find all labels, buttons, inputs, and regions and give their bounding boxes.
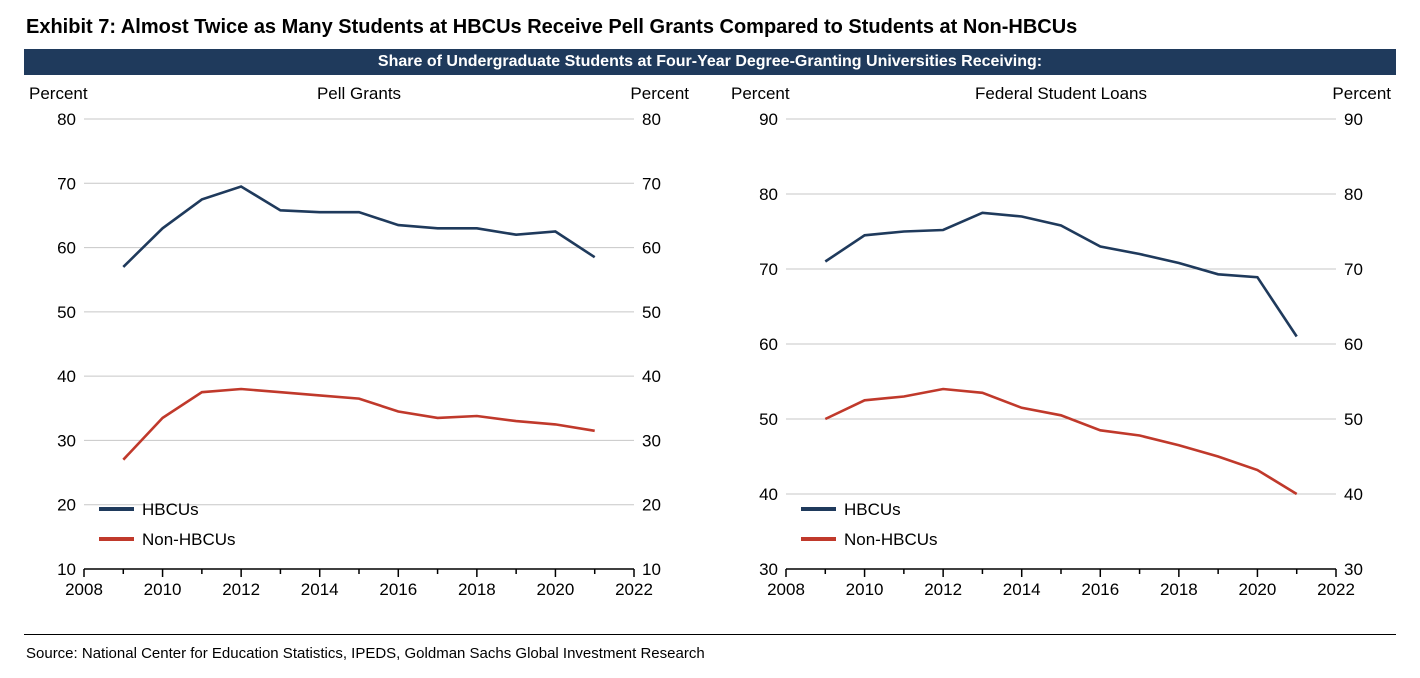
legend-group: HBCUs Non-HBCUs bbox=[801, 500, 938, 549]
y-tick-label-right: 60 bbox=[1344, 335, 1363, 354]
y-tick-label: 50 bbox=[57, 303, 76, 322]
charts-row: Percent Percent Pell Grants 101020203030… bbox=[24, 79, 1396, 614]
y-tick-label-right: 50 bbox=[1344, 410, 1363, 429]
y-tick-label: 50 bbox=[759, 410, 778, 429]
legend-label-hbcu: HBCUs bbox=[142, 500, 199, 519]
series-hbcu bbox=[825, 213, 1296, 337]
legend-label-nonhbcu: Non-HBCUs bbox=[142, 530, 236, 549]
y-tick-label: 80 bbox=[57, 110, 76, 129]
series-group bbox=[123, 187, 594, 460]
x-tick-label: 2020 bbox=[537, 580, 575, 599]
legend-group: HBCUs Non-HBCUs bbox=[99, 500, 236, 549]
x-tick-label: 2010 bbox=[846, 580, 884, 599]
series-group bbox=[825, 213, 1296, 494]
y-axis-label-right: Percent bbox=[1332, 84, 1391, 103]
y-tick-label: 40 bbox=[57, 367, 76, 386]
ticks-group: 30 30 40 40 50 50 60 60 70 70 80 80 90 90 2008 2010 2012… bbox=[759, 110, 1363, 599]
footer-rule bbox=[24, 634, 1396, 635]
x-tick-label: 2018 bbox=[458, 580, 496, 599]
y-tick-label-right: 30 bbox=[642, 431, 661, 450]
y-axis-label-left: Percent bbox=[731, 84, 790, 103]
y-tick-label: 80 bbox=[759, 185, 778, 204]
y-tick-label-right: 20 bbox=[642, 496, 661, 515]
series-hbcu bbox=[123, 187, 594, 267]
y-tick-label-right: 90 bbox=[1344, 110, 1363, 129]
y-tick-label-right: 40 bbox=[642, 367, 661, 386]
y-axis-label-left: Percent bbox=[29, 84, 88, 103]
exhibit-title: Exhibit 7: Almost Twice as Many Students… bbox=[26, 16, 1396, 39]
y-tick-label: 70 bbox=[759, 260, 778, 279]
x-tick-label: 2010 bbox=[144, 580, 182, 599]
banner-title: Share of Undergraduate Students at Four-… bbox=[24, 49, 1396, 75]
chart-svg-loans: Percent Percent Federal Student Loans 30… bbox=[726, 79, 1396, 609]
chart-panel-loans: Percent Percent Federal Student Loans 30… bbox=[726, 79, 1396, 614]
legend-label-hbcu: HBCUs bbox=[844, 500, 901, 519]
chart-title: Federal Student Loans bbox=[975, 84, 1147, 103]
series-nonhbcu bbox=[825, 389, 1296, 494]
y-tick-label: 70 bbox=[57, 174, 76, 193]
y-tick-label-right: 80 bbox=[642, 110, 661, 129]
y-tick-label: 60 bbox=[57, 239, 76, 258]
y-tick-label-right: 60 bbox=[642, 239, 661, 258]
chart-svg-pell: Percent Percent Pell Grants 101020203030… bbox=[24, 79, 694, 609]
x-tick-label: 2020 bbox=[1239, 580, 1277, 599]
y-tick-label: 30 bbox=[759, 560, 778, 579]
y-tick-label-right: 70 bbox=[1344, 260, 1363, 279]
legend-label-nonhbcu: Non-HBCUs bbox=[844, 530, 938, 549]
x-tick-label: 2022 bbox=[1317, 580, 1355, 599]
y-tick-label: 90 bbox=[759, 110, 778, 129]
x-tick-label: 2016 bbox=[1081, 580, 1119, 599]
x-tick-label: 2008 bbox=[65, 580, 103, 599]
source-line: Source: National Center for Education St… bbox=[26, 645, 1396, 662]
x-tick-label: 2014 bbox=[1003, 580, 1041, 599]
y-tick-label: 40 bbox=[759, 485, 778, 504]
series-nonhbcu bbox=[123, 389, 594, 460]
y-tick-label: 30 bbox=[57, 431, 76, 450]
y-tick-label-right: 40 bbox=[1344, 485, 1363, 504]
x-tick-label: 2018 bbox=[1160, 580, 1198, 599]
x-tick-label: 2022 bbox=[615, 580, 653, 599]
x-tick-label: 2012 bbox=[924, 580, 962, 599]
x-tick-label: 2014 bbox=[301, 580, 339, 599]
y-tick-label-right: 80 bbox=[1344, 185, 1363, 204]
x-tick-label: 2008 bbox=[767, 580, 805, 599]
y-axis-label-right: Percent bbox=[630, 84, 689, 103]
y-tick-label: 20 bbox=[57, 496, 76, 515]
y-tick-label: 10 bbox=[57, 560, 76, 579]
y-tick-label-right: 50 bbox=[642, 303, 661, 322]
chart-title: Pell Grants bbox=[317, 84, 401, 103]
y-tick-label: 60 bbox=[759, 335, 778, 354]
x-tick-label: 2016 bbox=[379, 580, 417, 599]
y-tick-label-right: 30 bbox=[1344, 560, 1363, 579]
y-tick-label-right: 10 bbox=[642, 560, 661, 579]
chart-panel-pell: Percent Percent Pell Grants 101020203030… bbox=[24, 79, 694, 614]
x-tick-label: 2012 bbox=[222, 580, 260, 599]
y-tick-label-right: 70 bbox=[642, 174, 661, 193]
